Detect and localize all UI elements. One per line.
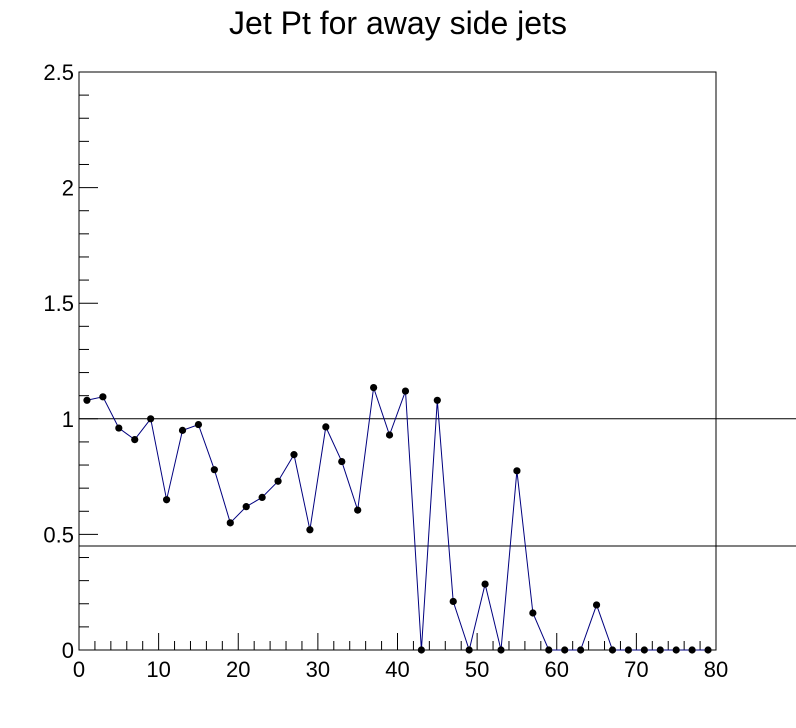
- data-point: [577, 646, 585, 654]
- y-tick-label: 2.5: [43, 60, 74, 85]
- x-tick-label: 0: [73, 657, 85, 682]
- x-tick-label: 10: [146, 657, 170, 682]
- data-point: [513, 467, 521, 475]
- data-point: [290, 451, 298, 459]
- data-point: [449, 597, 457, 606]
- data-point: [656, 646, 664, 654]
- data-point: [338, 457, 346, 466]
- data-point: [162, 496, 171, 504]
- y-tick-label: 1: [62, 407, 74, 432]
- data-point: [401, 387, 410, 395]
- x-tick-label: 70: [624, 657, 648, 682]
- y-tick-labels: 0 0.5 1 1.5 2 2.5: [43, 60, 74, 663]
- data-point: [115, 424, 123, 432]
- data-point: [672, 646, 680, 654]
- data-point: [624, 646, 633, 654]
- x-tick-label: 20: [226, 657, 250, 682]
- data-point: [370, 383, 378, 392]
- data-point: [433, 396, 441, 404]
- data-point: [258, 493, 266, 502]
- data-point: [131, 436, 139, 444]
- data-point: [545, 646, 553, 654]
- axis-ticks: [78, 71, 717, 651]
- data-point: [640, 646, 648, 654]
- data-point: [354, 506, 362, 514]
- data-point: [465, 646, 473, 654]
- data-series: [83, 383, 712, 654]
- reference-lines: [79, 418, 796, 547]
- x-tick-label: 50: [465, 657, 489, 682]
- x-tick-label: 60: [545, 657, 569, 682]
- x-tick-label: 40: [385, 657, 409, 682]
- data-point: [497, 646, 505, 654]
- data-point: [608, 646, 617, 654]
- data-point: [83, 396, 91, 404]
- data-point: [561, 646, 569, 654]
- y-tick-label: 0.5: [43, 522, 74, 547]
- y-tick-label: 0: [62, 638, 74, 663]
- data-point: [242, 503, 250, 511]
- x-tick-label: 30: [306, 657, 330, 682]
- y-tick-label: 1.5: [43, 291, 74, 316]
- data-point: [529, 609, 537, 617]
- data-point: [385, 431, 394, 439]
- plot-frame: [78, 71, 717, 651]
- series-line: [86, 387, 708, 652]
- data-point: [481, 580, 489, 588]
- x-tick-label: 80: [704, 657, 728, 682]
- data-point: [688, 646, 696, 654]
- x-tick-labels: 0 10 20 30 40 50 60 70 80: [73, 657, 728, 682]
- data-point: [147, 415, 155, 423]
- y-tick-label: 2: [62, 176, 74, 201]
- chart-title: Jet Pt for away side jets: [229, 5, 567, 41]
- data-point: [417, 646, 425, 654]
- data-point: [178, 426, 187, 434]
- data-point: [306, 526, 314, 534]
- data-point: [322, 423, 330, 431]
- data-point: [210, 466, 218, 474]
- data-point: [99, 393, 107, 401]
- data-point: [274, 477, 282, 485]
- data-point: [592, 601, 601, 609]
- data-point: [704, 646, 712, 654]
- data-point: [194, 420, 203, 429]
- data-point: [226, 519, 234, 527]
